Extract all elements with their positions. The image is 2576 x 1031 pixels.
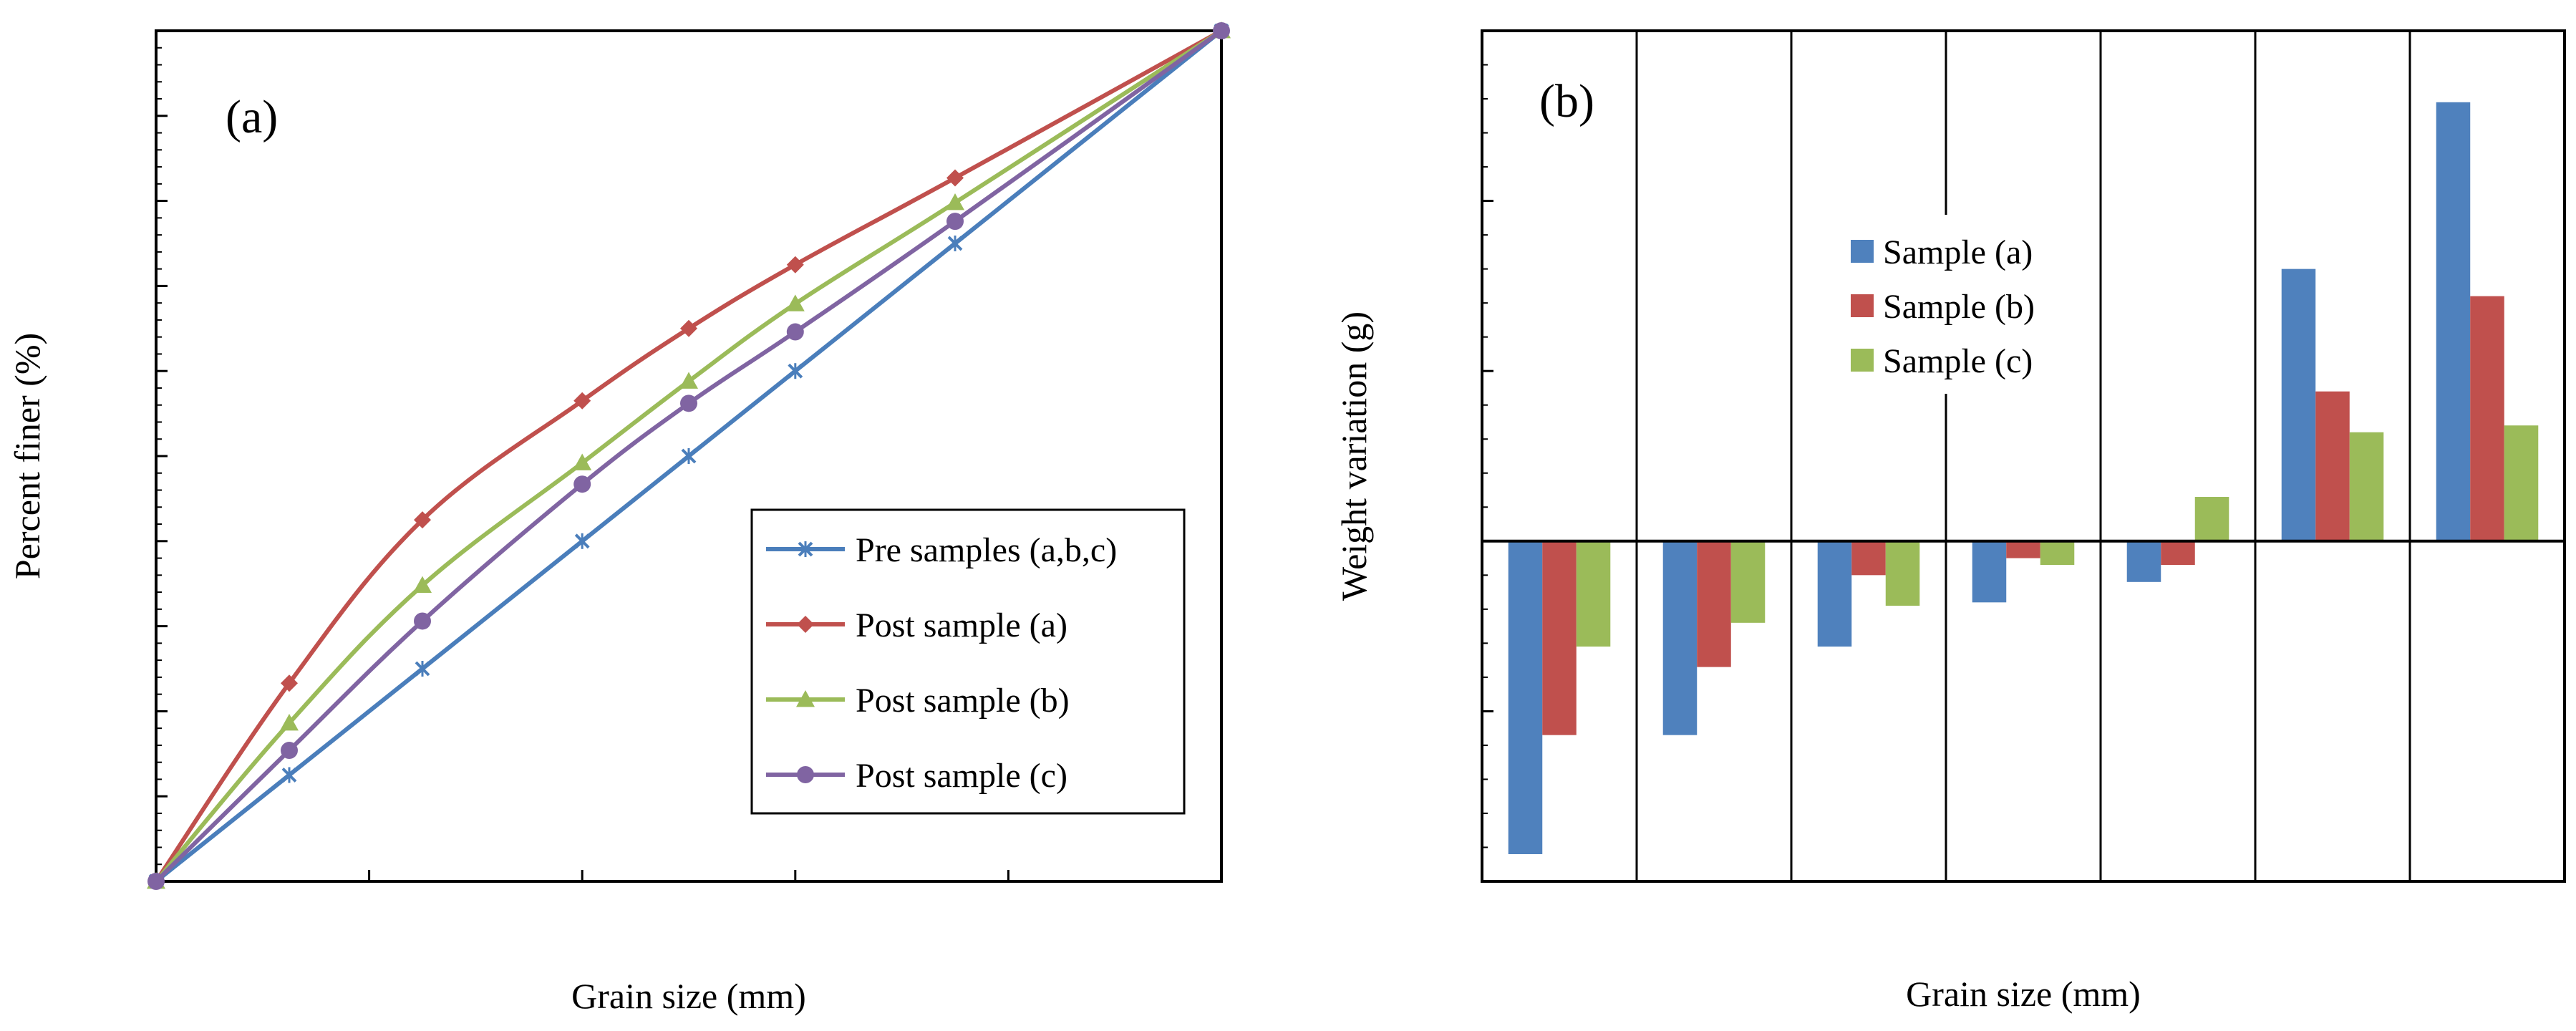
chart-a-panel-label: (a): [226, 91, 278, 143]
legend-swatch-sample-a: [1851, 240, 1874, 263]
legend-marker-post-sample-b: [796, 690, 815, 707]
bar-sample-c-5-2-5: [2349, 432, 2384, 541]
chart-a-legend-box: [750, 508, 1186, 815]
data-point-post-sample-b: [280, 714, 299, 731]
chart-b-legend: Sample (a) Sample (b) Sample (c): [1834, 215, 2078, 394]
legend-marker-point: [797, 616, 814, 633]
data-point-pre-samples-a-b-c: [788, 363, 803, 379]
legend-item-sample-b: Sample (b): [1851, 288, 2035, 326]
chart-a-legend: Pre samples (a,b,c) Post sample (a) Post…: [750, 508, 1186, 815]
bar-sample-b-8-5: [2161, 541, 2195, 566]
chart-b-ticks: [1482, 29, 2411, 883]
legend-marker-post-sample-a: [797, 616, 814, 633]
weight-variation-chart: (b) Grain size (mm) Weight variation (g)…: [1334, 29, 2566, 1014]
legend-label-sample-c: Sample (c): [1883, 342, 2033, 380]
legend-marker-point: [796, 690, 815, 707]
legend-item-post-sample-b: Post sample (b): [766, 682, 1070, 720]
legend-marker-point: [797, 766, 814, 783]
data-point-post-sample-a: [680, 319, 697, 337]
bar-sample-b-15-12: [1697, 541, 1731, 667]
chart-b-legend-box: [1834, 215, 2078, 394]
bar-sample-a-15-12: [1662, 541, 1698, 735]
legend-item-pre-samples: Pre samples (a,b,c): [766, 531, 1117, 569]
data-point-post-sample-a: [414, 511, 431, 529]
bar-sample-b-10-8: [2006, 541, 2040, 558]
chart-b-bars: [1482, 102, 2565, 854]
data-point-post-sample-b: [679, 372, 698, 389]
chart-b-y-axis-title: Weight variation (g): [1334, 311, 1374, 601]
bar-sample-a-2-5-0: [2436, 102, 2471, 541]
bar-sample-b-2-5-0: [2470, 296, 2504, 541]
bar-sample-c-10-8: [2040, 541, 2075, 566]
legend-swatch-sample-b: [1851, 294, 1874, 317]
legend-item-post-sample-c: Post sample (c): [766, 757, 1067, 795]
legend-label-post-sample-c: Post sample (c): [856, 757, 1067, 795]
data-point-post-sample-c: [1213, 22, 1230, 39]
legend-item-post-sample-a: Post sample (a): [766, 606, 1067, 644]
data-point-post-sample-b: [785, 294, 805, 311]
legend-marker-point: [798, 541, 813, 557]
bar-sample-c-8-5: [2194, 497, 2229, 541]
chart-a-series: [147, 21, 1231, 890]
chart-a-x-axis-title: Grain size (mm): [571, 976, 806, 1016]
series-post-sample-c: [147, 22, 1230, 890]
bar-sample-a-12-10: [1817, 541, 1852, 647]
legend-item-sample-a: Sample (a): [1851, 233, 2033, 271]
legend-label-post-sample-a: Post sample (a): [856, 606, 1067, 644]
data-point-post-sample-b: [573, 453, 592, 470]
chart-b-x-axis-title: Grain size (mm): [1906, 974, 2141, 1014]
data-point-post-sample-c: [281, 742, 298, 760]
chart-a-ticks: [155, 29, 1223, 883]
legend-swatch-sample-c: [1851, 349, 1874, 372]
legend-marker-post-sample-c: [797, 766, 814, 783]
chart-b-panel-label: (b): [1539, 75, 1594, 127]
data-point-post-sample-c: [573, 475, 591, 493]
grain-size-distribution-chart: (a) Grain size (mm) Percent finer (%) Pr…: [7, 21, 1231, 1016]
bar-sample-a-5-2-5: [2281, 268, 2316, 541]
series-line-post-sample-b: [154, 29, 1223, 883]
data-point-post-sample-a: [946, 169, 964, 187]
bar-sample-c-15-12: [1730, 541, 1766, 623]
bar-sample-c-12-10: [1885, 541, 1920, 606]
data-point-post-sample-b: [413, 576, 432, 593]
bar-sample-a-20-15: [1508, 541, 1543, 854]
data-point-pre-samples-a-b-c: [681, 448, 697, 464]
series-line-pre-samples-a-b-c: [155, 29, 1223, 884]
data-point-post-sample-b: [946, 193, 964, 210]
legend-item-sample-c: Sample (c): [1851, 342, 2033, 380]
legend-label-post-sample-b: Post sample (b): [856, 682, 1070, 720]
data-point-post-sample-a: [281, 674, 298, 692]
bar-sample-c-2-5-0: [2504, 425, 2539, 541]
data-point-post-sample-c: [946, 213, 964, 231]
chart-b-plot-area: [1481, 29, 2566, 883]
bar-sample-b-12-10: [1851, 541, 1886, 576]
data-point-pre-samples-a-b-c: [415, 661, 430, 677]
chart-a-y-axis-title: Percent finer (%): [7, 333, 47, 579]
legend-label-sample-b: Sample (b): [1883, 288, 2035, 326]
data-point-post-sample-c: [147, 873, 165, 890]
legend-label-sample-a: Sample (a): [1883, 233, 2033, 271]
bar-sample-b-20-15: [1542, 541, 1577, 735]
data-point-post-sample-c: [414, 612, 431, 630]
data-point-pre-samples-a-b-c: [574, 533, 590, 549]
data-point-pre-samples-a-b-c: [281, 767, 297, 783]
bar-sample-a-8-5: [2126, 541, 2161, 582]
series-line-post-sample-c: [154, 29, 1223, 884]
series-post-sample-a: [147, 22, 1230, 890]
bar-sample-a-10-8: [1972, 541, 2007, 603]
bar-sample-c-20-15: [1576, 541, 1611, 647]
legend-label-pre-samples: Pre samples (a,b,c): [856, 531, 1117, 569]
data-point-post-sample-a: [786, 256, 804, 274]
bar-sample-b-5-2-5: [2315, 391, 2350, 541]
data-point-pre-samples-a-b-c: [947, 236, 963, 251]
data-point-post-sample-a: [573, 392, 591, 410]
data-point-post-sample-c: [786, 323, 804, 341]
legend-marker-pre-samples: [798, 541, 813, 557]
data-point-post-sample-c: [680, 395, 697, 412]
